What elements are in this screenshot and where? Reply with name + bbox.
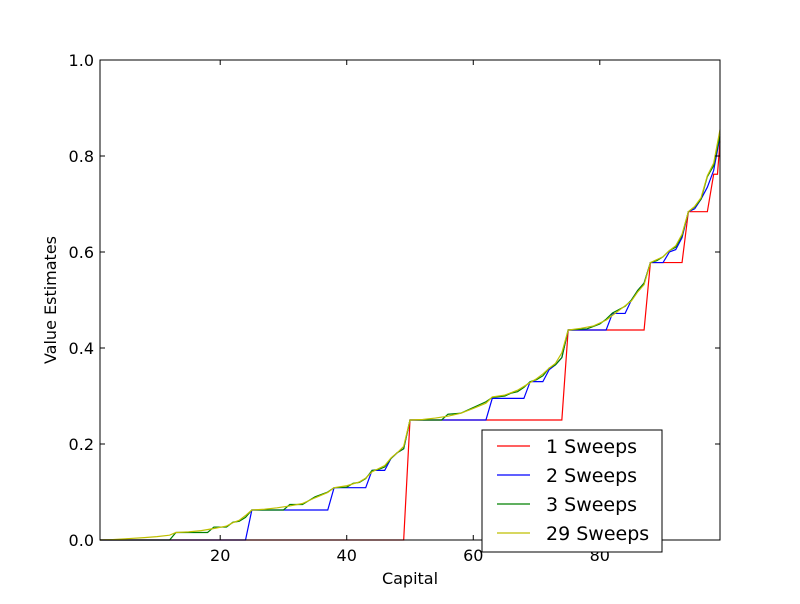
- legend: 1 Sweeps 2 Sweeps 3 Sweeps 29 Sweeps: [481, 429, 663, 553]
- legend-label-4: 29 Sweeps: [546, 523, 649, 545]
- x-tick-label: 40: [337, 546, 357, 565]
- y-axis-label: Value Estimates: [41, 236, 60, 364]
- y-tick-label: 0.6: [69, 243, 94, 262]
- y-tick-label: 1.0: [69, 51, 94, 70]
- y-tick-label: 0.0: [69, 531, 94, 550]
- legend-label-1: 1 Sweeps: [546, 436, 637, 458]
- y-tick-label: 0.4: [69, 339, 94, 358]
- plot-area-frame: [99, 59, 721, 541]
- x-tick-label: 20: [210, 546, 230, 565]
- x-tick-label: 60: [463, 546, 483, 565]
- series-line-4: [99, 129, 721, 541]
- y-tick-label: 0.2: [69, 435, 94, 454]
- series-layer: [99, 129, 721, 541]
- legend-box: [481, 429, 663, 553]
- legend-label-3: 3 Sweeps: [546, 494, 637, 516]
- x-axis-label: Capital: [382, 569, 438, 588]
- legend-label-2: 2 Sweeps: [546, 465, 637, 487]
- y-tick-label: 0.8: [69, 147, 94, 166]
